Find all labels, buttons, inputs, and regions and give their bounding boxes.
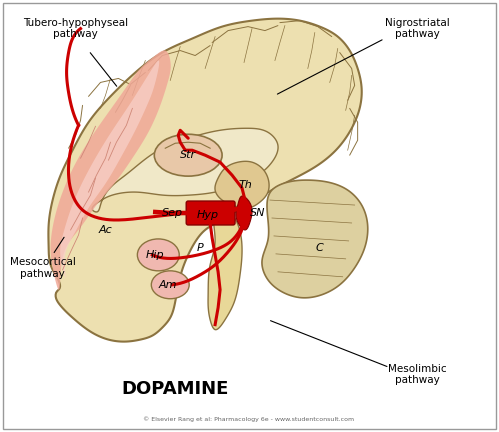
Polygon shape — [236, 196, 252, 230]
Text: Nigrostriatal
pathway: Nigrostriatal pathway — [385, 18, 450, 39]
Text: Tubero-hypophyseal
pathway: Tubero-hypophyseal pathway — [23, 18, 128, 39]
Text: Sep: Sep — [162, 208, 183, 218]
Text: Mesolimbic
pathway: Mesolimbic pathway — [388, 364, 447, 385]
Polygon shape — [48, 19, 362, 342]
FancyBboxPatch shape — [186, 201, 235, 225]
Polygon shape — [215, 161, 269, 208]
Text: P: P — [197, 243, 204, 253]
Polygon shape — [92, 128, 278, 212]
Text: C: C — [316, 243, 324, 253]
Text: SN: SN — [250, 208, 266, 218]
Ellipse shape — [151, 271, 189, 299]
Text: Mesocortical
pathway: Mesocortical pathway — [9, 257, 76, 279]
Ellipse shape — [154, 134, 222, 176]
Text: Hyp: Hyp — [197, 210, 219, 220]
Text: Am: Am — [159, 280, 178, 290]
Polygon shape — [50, 51, 171, 290]
Text: Ac: Ac — [99, 225, 112, 235]
Polygon shape — [262, 180, 368, 298]
Text: © Elsevier Rang et al: Pharmacology 6e - www.studentconsult.com: © Elsevier Rang et al: Pharmacology 6e -… — [143, 416, 355, 422]
Text: Str: Str — [180, 150, 196, 160]
Text: Th: Th — [238, 180, 252, 190]
Text: Hip: Hip — [146, 250, 165, 260]
Polygon shape — [60, 60, 159, 278]
Ellipse shape — [137, 239, 179, 271]
Polygon shape — [208, 210, 242, 330]
Text: DOPAMINE: DOPAMINE — [122, 381, 229, 398]
